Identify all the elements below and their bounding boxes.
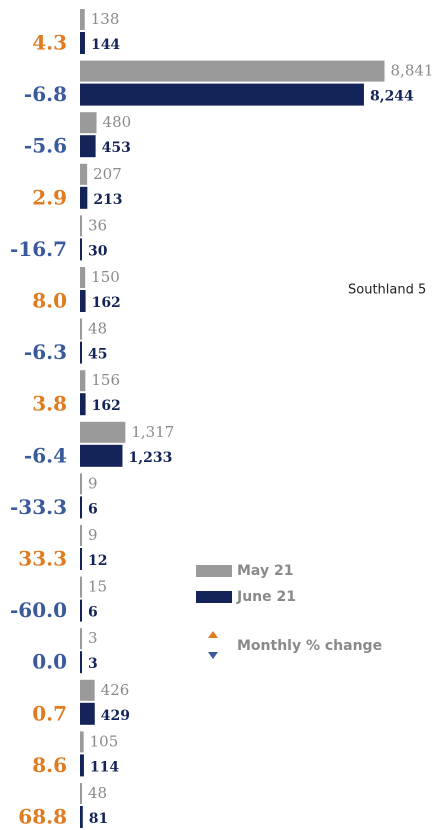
data-label: 429 — [101, 708, 130, 724]
change-label: -16.7 — [10, 237, 67, 261]
data-label: 3 — [88, 629, 98, 647]
bar — [80, 32, 85, 54]
data-label: 105 — [90, 732, 119, 750]
bar — [80, 679, 95, 701]
change-label: 68.8 — [18, 805, 67, 829]
change-label: -60.0 — [10, 598, 67, 622]
data-label: 114 — [90, 759, 119, 775]
data-label: 36 — [88, 216, 107, 234]
data-label: 480 — [103, 113, 132, 131]
change-label: -33.3 — [10, 495, 67, 519]
bar — [80, 393, 86, 416]
bar — [80, 444, 123, 467]
bar — [80, 9, 85, 30]
data-label: 138 — [91, 10, 120, 28]
bar — [80, 783, 82, 804]
change-label: 0.7 — [32, 701, 67, 725]
data-label: 1,317 — [131, 423, 174, 441]
bar — [80, 473, 82, 495]
bar — [80, 754, 84, 777]
data-label: 9 — [88, 474, 98, 492]
bar — [80, 651, 82, 674]
bar — [80, 548, 82, 570]
bar — [80, 318, 82, 340]
bar — [80, 421, 126, 443]
legend-swatch — [196, 591, 232, 603]
data-label: 81 — [89, 811, 108, 827]
data-label: 1,233 — [128, 450, 172, 466]
data-label: 6 — [88, 605, 98, 621]
bar — [80, 60, 385, 82]
bar — [80, 496, 82, 519]
bar — [80, 215, 82, 237]
data-label: 8,244 — [370, 89, 414, 105]
data-label: 6 — [88, 501, 98, 517]
bar — [80, 238, 82, 261]
change-label: 8.0 — [32, 289, 67, 313]
legend-label: June 21 — [236, 589, 296, 605]
bar — [80, 599, 82, 622]
data-label: 48 — [88, 320, 107, 338]
bar — [80, 135, 96, 158]
bar — [80, 628, 82, 650]
change-label: -5.6 — [24, 134, 67, 158]
legend-icon — [208, 652, 218, 659]
bar — [80, 576, 82, 598]
legend-label: Monthly % change — [237, 638, 382, 654]
bar — [80, 186, 88, 209]
bar — [80, 806, 83, 828]
annotation: Southland 5 — [348, 283, 426, 298]
data-label: 162 — [92, 398, 121, 414]
legend-label: May 21 — [237, 563, 293, 579]
change-label: 4.3 — [32, 31, 67, 55]
data-label: 453 — [102, 140, 131, 156]
data-label: 9 — [88, 526, 98, 544]
change-label: 0.0 — [32, 650, 67, 674]
data-label: 156 — [91, 371, 120, 389]
data-label: 162 — [92, 295, 121, 311]
data-label: 8,841 — [391, 62, 434, 80]
bar — [80, 731, 84, 753]
data-label: 150 — [91, 268, 120, 286]
change-label: -6.4 — [24, 443, 67, 467]
data-label: 426 — [101, 681, 130, 699]
bar — [80, 702, 95, 725]
data-label: 213 — [93, 192, 122, 208]
change-label: 2.9 — [32, 185, 67, 209]
bar — [80, 525, 82, 546]
bar — [80, 163, 88, 185]
change-label: 3.8 — [32, 392, 67, 416]
bar — [80, 370, 86, 392]
data-label: 207 — [93, 165, 122, 183]
bar — [80, 290, 86, 312]
change-label: -6.3 — [24, 340, 67, 364]
legend-icon — [208, 631, 218, 638]
data-label: 15 — [88, 578, 107, 596]
data-label: 30 — [88, 243, 108, 259]
data-label: 3 — [88, 656, 98, 672]
change-label: 8.6 — [32, 753, 67, 777]
data-label: 45 — [88, 347, 107, 363]
change-label: -6.8 — [24, 82, 67, 106]
legend-swatch — [196, 565, 232, 577]
data-label: 48 — [88, 784, 107, 802]
data-label: 144 — [91, 37, 120, 53]
bar — [80, 112, 97, 134]
bar — [80, 83, 364, 106]
bar — [80, 267, 86, 288]
bar — [80, 341, 82, 364]
change-label: 33.3 — [18, 547, 67, 571]
data-label: 12 — [88, 553, 107, 569]
